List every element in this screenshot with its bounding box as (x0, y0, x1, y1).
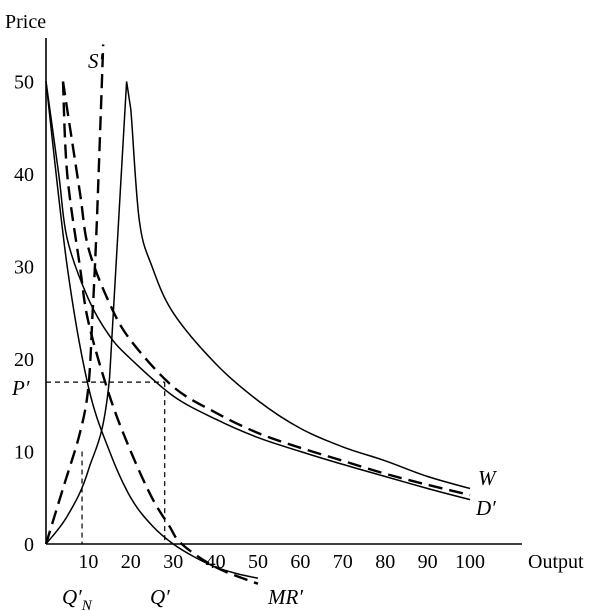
w-curve (45, 81, 471, 545)
qn-main: Q′ (62, 585, 82, 609)
qn-reference-label: Q′N (62, 585, 93, 611)
y-tick-label-30: 30 (14, 257, 34, 279)
x-tick-label-20: 20 (121, 551, 141, 573)
d-curve (45, 81, 471, 501)
y-tick-label-20: 20 (14, 349, 34, 371)
y-tick-label-40: 40 (14, 164, 34, 186)
y-axis-label: Price (5, 11, 46, 33)
x-tick-label-60: 60 (290, 551, 310, 573)
curves (44, 44, 471, 585)
x-tick-label-80: 80 (375, 551, 395, 573)
d-curve-label: D′ (475, 496, 496, 520)
q-reference-label: Q′ (150, 585, 170, 609)
x-tick-label-70: 70 (333, 551, 353, 573)
qn-subscript: N (81, 598, 93, 611)
x-tick-label-10: 10 (78, 551, 98, 573)
mr-dashed-curve (61, 81, 259, 585)
y-tick-label-10: 10 (14, 442, 34, 464)
mr-curve-label: MR′ (267, 585, 303, 609)
mr-curve (45, 81, 259, 579)
w-curve-label: W (478, 466, 498, 490)
s-curve (44, 44, 105, 545)
p-reference-label: P′ (11, 376, 30, 400)
s-curve-label: S′ (88, 49, 104, 73)
x-tick-label-50: 50 (248, 551, 268, 573)
x-tick-label-90: 90 (418, 551, 438, 573)
x-tick-label-30: 30 (163, 551, 183, 573)
x-axis-label: Output (528, 551, 584, 573)
y-tick-labels: 0 10 20 30 40 50 (14, 72, 34, 557)
y-tick-label-0: 0 (24, 534, 34, 556)
x-tick-label-40: 40 (206, 551, 226, 573)
reference-lines (46, 381, 166, 544)
x-tick-label-100: 100 (455, 551, 485, 573)
x-tick-labels: 10 20 30 40 50 60 70 80 90 100 (78, 551, 485, 573)
d-dashed-curve (61, 81, 471, 497)
y-tick-label-50: 50 (14, 72, 34, 94)
